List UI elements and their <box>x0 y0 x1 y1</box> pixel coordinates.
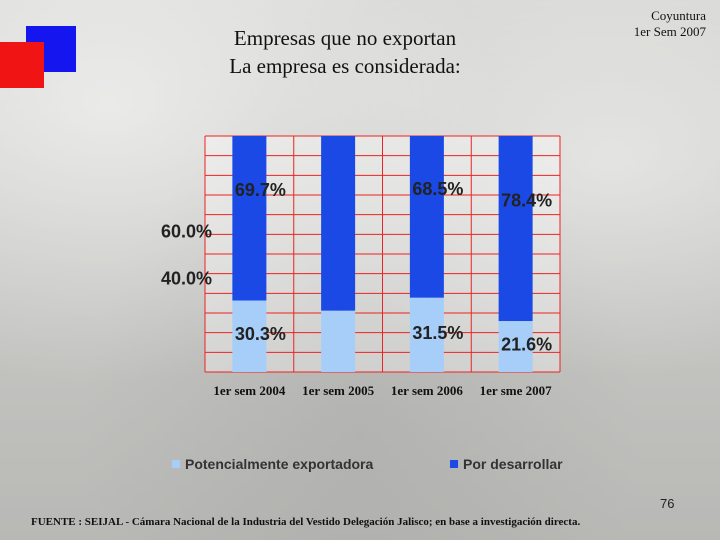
bar-potencialmente-exportadora <box>321 310 356 372</box>
legend-label-potencial: Potencialmente exportadora <box>185 456 374 472</box>
source-footer: FUENTE : SEIJAL - Cámara Nacional de la … <box>31 516 581 528</box>
legend-swatch-desarrollar <box>450 460 458 468</box>
data-label-potencialmente-exportadora: 21.6% <box>501 335 552 355</box>
y-tick-label: 60.0% <box>161 221 212 241</box>
x-tick-label: 1er sem 2004 <box>213 383 285 398</box>
bar-por-desarrollar <box>232 136 267 301</box>
page-number: 76 <box>660 496 675 511</box>
legend-label-desarrollar: Por desarrollar <box>463 456 563 472</box>
x-tick-label: 1er sme 2007 <box>480 383 552 398</box>
bar-potencialmente-exportadora <box>232 300 267 372</box>
bar-potencialmente-exportadora <box>498 321 533 372</box>
chart-legend: Potencialmente exportadora Por desarroll… <box>172 456 592 472</box>
data-label-por-desarrollar: 69.7% <box>235 180 286 200</box>
bar-por-desarrollar <box>321 136 356 311</box>
legend-swatch-potencial <box>172 460 180 468</box>
corner-line-1: Coyuntura <box>651 8 706 23</box>
data-label-potencialmente-exportadora: 30.3% <box>235 324 286 344</box>
bar-potencialmente-exportadora <box>409 297 444 372</box>
bar-por-desarrollar <box>498 136 533 322</box>
slide-title: Empresas que no exportan La empresa es c… <box>195 24 495 80</box>
title-line-2: La empresa es considerada: <box>229 54 461 78</box>
corner-label: Coyuntura 1er Sem 2007 <box>586 8 706 40</box>
x-tick-label: 1er sem 2006 <box>391 383 463 398</box>
corner-line-2: 1er Sem 2007 <box>633 24 706 39</box>
data-label-por-desarrollar: 78.4% <box>501 191 552 211</box>
y-tick-label: 40.0% <box>161 269 212 289</box>
data-label-por-desarrollar: 68.5% <box>412 179 463 199</box>
bar-por-desarrollar <box>409 136 444 298</box>
legend-item-desarrollar: Por desarrollar <box>450 456 563 472</box>
legend-item-potencial: Potencialmente exportadora <box>172 456 373 472</box>
data-label-potencialmente-exportadora: 31.5% <box>412 323 463 343</box>
red-accent-square <box>0 42 44 88</box>
x-tick-label: 1er sem 2005 <box>302 383 374 398</box>
title-line-1: Empresas que no exportan <box>233 26 457 50</box>
